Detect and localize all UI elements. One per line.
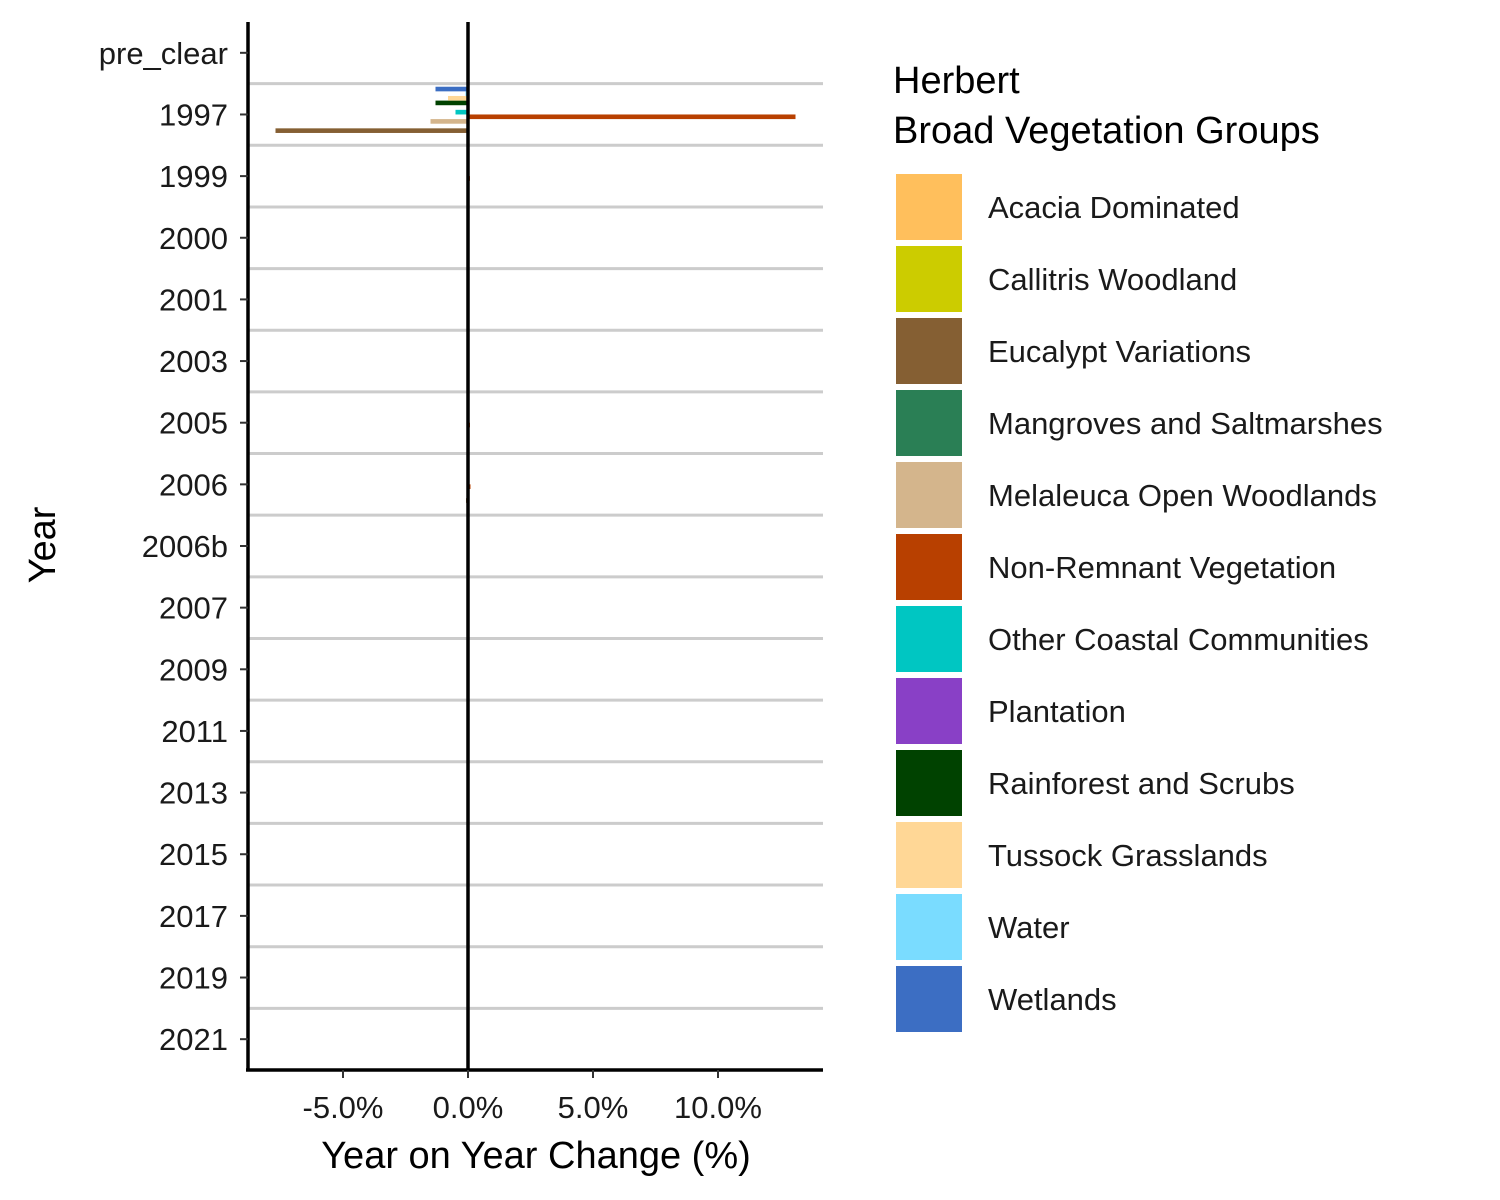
bar-tussock-grasslands-1997: [448, 95, 468, 101]
bar-melaleuca-open-woodlands-1997: [430, 119, 468, 124]
legend-label: Wetlands: [988, 982, 1117, 1017]
axes: [246, 22, 823, 1072]
y-tick-label: 2006b: [142, 529, 228, 564]
legend-label: Plantation: [988, 694, 1126, 729]
bar-eucalypt-variations-1997: [275, 128, 468, 133]
bar-wetlands-1997: [435, 86, 468, 92]
bar-other-coastal-communities-1997: [455, 109, 468, 115]
y-tick-label: 2019: [159, 961, 228, 996]
x-tick-label: 0.0%: [433, 1090, 504, 1125]
legend-label: Mangroves and Saltmarshes: [988, 406, 1383, 441]
y-tick-label: pre_clear: [99, 36, 228, 71]
legend-label: Non-Remnant Vegetation: [988, 550, 1336, 585]
y-tick-label: 2001: [159, 282, 228, 317]
bars: [275, 86, 796, 935]
legend-key: [894, 316, 964, 386]
legend-items: Acacia Dominated Callitris Woodland Eucaly…: [894, 172, 1383, 1034]
legend-title-line-2: Broad Vegetation Groups: [893, 110, 1320, 152]
legend-label: Tussock Grasslands: [988, 838, 1268, 873]
bar-non-remnant-vegetation-1997: [468, 114, 796, 120]
y-tick-label: 2013: [159, 776, 228, 811]
y-tick-label: 2007: [159, 591, 228, 626]
legend-key: [894, 892, 964, 962]
legend-key: [894, 676, 964, 746]
legend-label: Callitris Woodland: [988, 262, 1237, 297]
legend-label: Rainforest and Scrubs: [988, 766, 1295, 801]
legend-title-line-1: Herbert: [893, 60, 1020, 102]
y-tick-labels: pre_clear 1997 1999 2000 2001 2003 2005 2006 200…: [99, 36, 248, 1057]
legend-label: Acacia Dominated: [988, 190, 1240, 225]
legend-label: Eucalypt Variations: [988, 334, 1251, 369]
y-axis-title: Year: [22, 506, 64, 583]
gridlines: [248, 82, 823, 1010]
bar-rainforest-and-scrubs-1997: [435, 100, 468, 106]
legend-label: Melaleuca Open Woodlands: [988, 478, 1377, 513]
legend-key: [894, 964, 964, 1034]
y-tick-label: 1999: [159, 159, 228, 194]
y-tick-label: 2000: [159, 221, 228, 256]
legend: Herbert Broad Vegetation Groups Acacia D…: [893, 60, 1383, 1034]
y-tick-label: 2005: [159, 406, 228, 441]
x-tick-label: 5.0%: [558, 1090, 629, 1125]
legend-key: [894, 532, 964, 602]
x-tick-label: 10.0%: [674, 1090, 762, 1125]
y-tick-label: 2003: [159, 344, 228, 379]
y-tick-label: 2021: [159, 1022, 228, 1057]
y-tick-label: 1997: [159, 97, 228, 132]
legend-label: Water: [988, 910, 1070, 945]
y-tick-label: 2011: [161, 714, 228, 749]
x-tick-label: -5.0%: [303, 1090, 384, 1125]
y-tick-label: 2017: [159, 899, 228, 934]
legend-key: [894, 820, 964, 890]
legend-key: [894, 244, 964, 314]
y-tick-label: 2006: [159, 467, 228, 502]
legend-label: Other Coastal Communities: [988, 622, 1369, 657]
x-axis-title: Year on Year Change (%): [321, 1135, 751, 1177]
legend-key: [894, 172, 964, 242]
y-tick-label: 2015: [159, 837, 228, 872]
legend-key: [894, 604, 964, 674]
x-tick-labels: -5.0% 0.0% 5.0% 10.0%: [303, 1070, 762, 1125]
legend-key: [894, 460, 964, 530]
legend-key: [894, 388, 964, 458]
y-tick-label: 2009: [159, 652, 228, 687]
legend-key: [894, 748, 964, 818]
